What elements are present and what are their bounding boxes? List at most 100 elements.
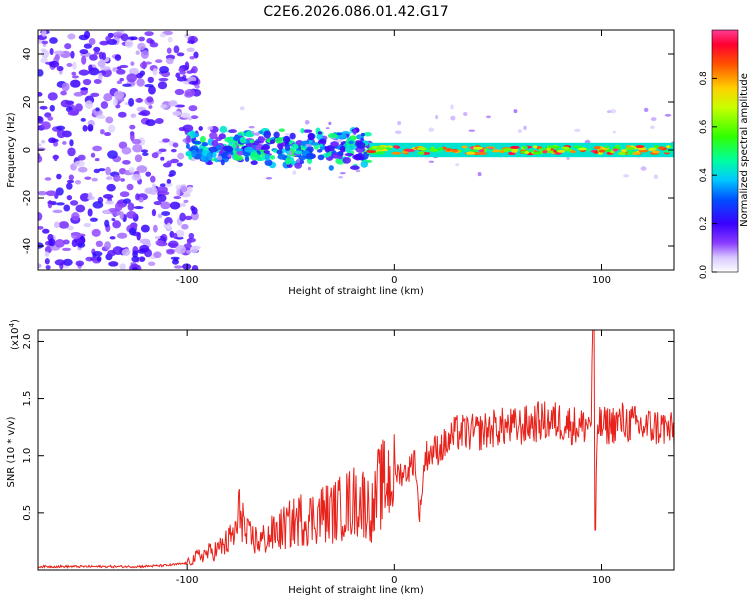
heatmap-cell xyxy=(128,97,135,107)
heatmap-cell xyxy=(172,110,182,116)
heatmap-cell xyxy=(130,113,137,118)
x-tick-label: 0 xyxy=(391,575,397,586)
heatmap-cell xyxy=(129,124,136,130)
colorbar-tick-label: 0.2 xyxy=(699,216,709,230)
heatmap-cell xyxy=(60,99,71,108)
heatmap-cell xyxy=(160,104,168,109)
heatmap-cell xyxy=(328,121,332,125)
heatmap-cell xyxy=(120,178,125,182)
heatmap-cell xyxy=(116,80,123,85)
heatmap-cell xyxy=(71,71,77,76)
heatmap-cell xyxy=(176,76,186,82)
heatmap-cell xyxy=(316,133,324,141)
heatmap-cell xyxy=(294,162,302,169)
heatmap-cell xyxy=(665,145,671,149)
heatmap-cell xyxy=(348,140,355,145)
heatmap-cell xyxy=(184,215,193,221)
heatmap-cell xyxy=(664,113,672,117)
heatmap-cell xyxy=(139,62,148,69)
heatmap-cell xyxy=(160,201,171,210)
heatmap-cell xyxy=(151,152,159,159)
heatmap-cell xyxy=(94,157,100,162)
heatmap-cell xyxy=(236,155,244,161)
heatmap-cell xyxy=(44,258,50,265)
heatmap-cell xyxy=(528,149,535,153)
heatmap-cell xyxy=(100,101,109,109)
heatmap-cell xyxy=(284,133,291,136)
heatmap-cell xyxy=(336,139,342,143)
heatmap-cell xyxy=(142,152,149,157)
heatmap-cell xyxy=(557,149,566,153)
heatmap-cell xyxy=(188,80,199,85)
heatmap-cell xyxy=(99,40,109,46)
heatmap-cell xyxy=(429,148,439,152)
heatmap-cell xyxy=(363,132,372,137)
heatmap-cell xyxy=(344,145,352,153)
heatmap-cell xyxy=(92,201,104,209)
heatmap-cell xyxy=(532,151,542,155)
heatmap-cell xyxy=(244,156,250,163)
heatmap-cell xyxy=(330,141,339,147)
x-tick-label: 0 xyxy=(391,275,397,286)
heatmap-cell xyxy=(91,177,98,182)
heatmap-cell xyxy=(170,158,179,164)
snr-frame xyxy=(37,329,675,571)
heatmap-cell xyxy=(263,150,271,154)
heatmap-cell xyxy=(190,205,195,211)
heatmap-cell xyxy=(277,142,284,150)
heatmap-cell xyxy=(44,251,50,257)
heatmap-cell xyxy=(185,143,191,149)
heatmap-cell xyxy=(155,117,164,124)
heatmap-cell xyxy=(42,228,50,234)
heatmap-cell xyxy=(207,126,214,131)
heatmap-cell xyxy=(179,70,186,75)
heatmap-cell xyxy=(200,135,206,144)
heatmap-cell xyxy=(144,31,154,37)
heatmap-cell xyxy=(79,192,91,202)
heatmap-cell xyxy=(566,157,570,160)
heatmap-cell xyxy=(83,30,91,39)
heatmap-cell xyxy=(177,152,185,160)
heatmap-cell xyxy=(168,101,178,107)
heatmap-cell xyxy=(593,146,602,150)
heatmap-cell xyxy=(328,165,334,171)
heatmap-cell xyxy=(112,32,123,37)
heatmap-cell xyxy=(89,217,98,222)
spectrogram-xlabel: Height of straight line (km) xyxy=(288,286,424,297)
heatmap-cell xyxy=(45,265,51,270)
heatmap-cell xyxy=(67,147,76,157)
heatmap-cell xyxy=(128,166,135,173)
colorbar-label: Normalized spectral amplitude xyxy=(739,73,750,227)
heatmap-cell xyxy=(67,110,79,116)
heatmap-cell xyxy=(108,261,119,267)
snr-axes: -100 0 100 0.5 1.0 1.5 2.0 xyxy=(22,330,674,586)
heatmap-cell xyxy=(305,143,312,147)
heatmap-cell xyxy=(289,132,296,140)
heatmap-cell xyxy=(264,159,273,166)
heatmap-cell xyxy=(648,147,657,151)
heatmap-cell xyxy=(477,172,482,177)
heatmap-cell xyxy=(190,115,199,120)
heatmap-cell xyxy=(128,227,137,236)
heatmap-cell xyxy=(186,47,195,53)
heatmap-cell xyxy=(166,47,172,54)
heatmap-cell xyxy=(132,144,143,153)
colorbar-tick-label: 0.4 xyxy=(699,168,709,183)
heatmap-cell xyxy=(72,61,77,70)
heatmap-cell xyxy=(117,111,127,118)
colorbar-ticks: 0.0 0.2 0.4 0.6 0.8 xyxy=(699,71,717,279)
heatmap-cell xyxy=(274,136,284,144)
heatmap-cell xyxy=(511,149,518,153)
heatmap-cell xyxy=(112,246,124,255)
heatmap-cell xyxy=(179,212,186,222)
heatmap-cell xyxy=(147,76,154,84)
heatmap-cell xyxy=(119,191,130,198)
heatmap-cell xyxy=(657,146,666,150)
heatmap-cell xyxy=(96,114,106,119)
heatmap-cell xyxy=(80,87,89,91)
heatmap-cell xyxy=(71,212,80,221)
heatmap-cell xyxy=(38,143,42,147)
heatmap-cell xyxy=(355,154,365,160)
heatmap-cell xyxy=(166,178,172,184)
heatmap-cell xyxy=(570,150,576,154)
